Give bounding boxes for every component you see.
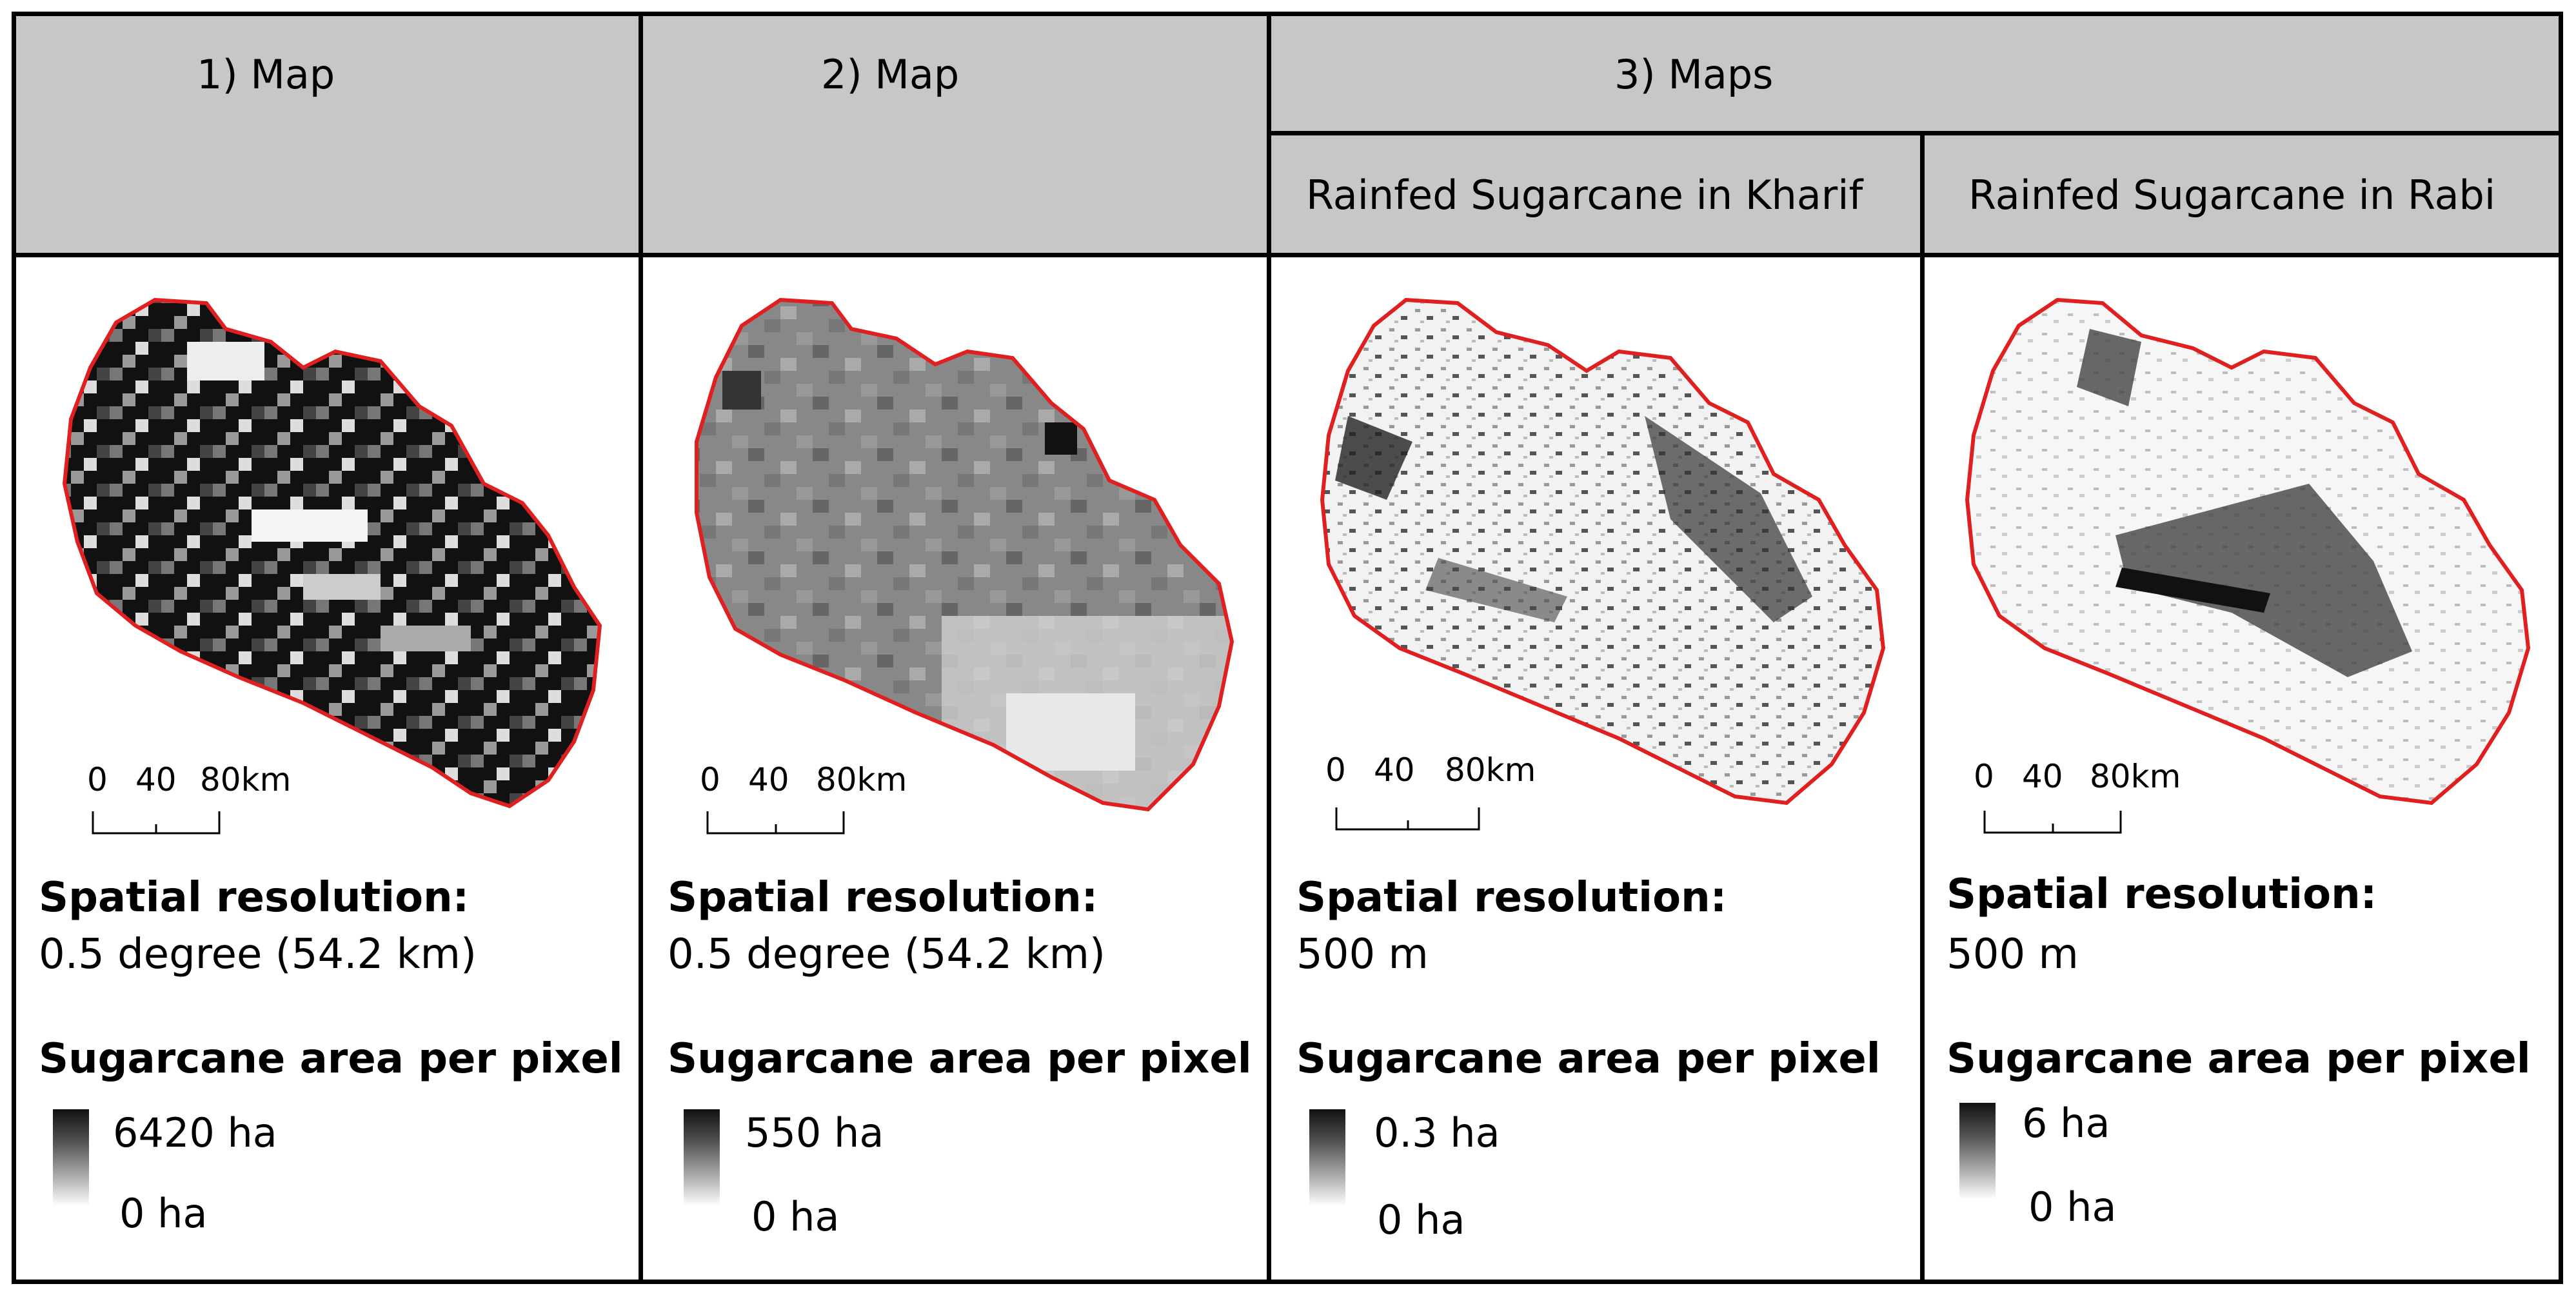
legend-max: 6420 ha: [113, 1109, 277, 1156]
resolution-value: 0.5 degree (54.2 km): [668, 931, 1105, 978]
resolution-value: 0.5 degree (54.2 km): [39, 931, 477, 978]
area-title: Sugarcane area per pixel: [1296, 1035, 1881, 1083]
grid-top: [12, 12, 2563, 16]
grid-left: [12, 12, 16, 1284]
scale-bar: [92, 811, 221, 835]
resolution-title: Spatial resolution:: [39, 874, 470, 922]
legend-max: 6 ha: [2022, 1100, 2110, 1147]
area-title: Sugarcane area per pixel: [39, 1035, 623, 1083]
header-col2: 2) Map: [821, 51, 960, 98]
header-sub-rabi: Rainfed Sugarcane in Rabi: [1968, 172, 2496, 219]
scale-label-80km: 80km: [200, 761, 292, 798]
map-panel-4: [1965, 297, 2531, 806]
scale-label-0: 0: [1325, 751, 1346, 789]
grid-kharif-rabi: [1920, 131, 1925, 1284]
resolution-title: Spatial resolution:: [1296, 874, 1727, 922]
map-panel-1: [62, 297, 602, 809]
header-col3: 3) Maps: [1614, 51, 1774, 98]
scale-bar: [706, 811, 845, 835]
area-title: Sugarcane area per pixel: [668, 1035, 1252, 1083]
grid-col1-col2: [639, 12, 643, 1284]
scale-label-40: 40: [135, 761, 177, 798]
legend-gradient: [53, 1109, 89, 1206]
legend-max: 0.3 ha: [1374, 1109, 1500, 1156]
scale-label-0: 0: [700, 761, 720, 798]
map-panel-3: [1320, 297, 1886, 806]
grid-header-bottom: [12, 253, 2563, 257]
header-bg-col2: [640, 14, 1269, 254]
resolution-title: Spatial resolution:: [1947, 871, 2377, 918]
legend-min: 0 ha: [2028, 1183, 2117, 1231]
scale-label-0: 0: [87, 761, 108, 798]
grid-sub-divider: [1267, 131, 2563, 135]
resolution-value: 500 m: [1947, 931, 2079, 978]
resolution-title: Spatial resolution:: [668, 874, 1098, 922]
header-bg-col1: [14, 14, 640, 254]
scale-label-40: 40: [1374, 751, 1415, 789]
legend-min: 0 ha: [119, 1190, 208, 1237]
resolution-value: 500 m: [1296, 931, 1429, 978]
legend-max: 550 ha: [745, 1109, 884, 1156]
grid-right: [2559, 12, 2563, 1284]
legend-gradient: [1309, 1109, 1345, 1206]
area-title: Sugarcane area per pixel: [1947, 1035, 2531, 1083]
legend-min: 0 ha: [1377, 1196, 1465, 1243]
scale-label-80km: 80km: [1445, 751, 1536, 789]
map-panel-2: [695, 297, 1234, 812]
scale-label-80km: 80km: [816, 761, 907, 798]
scale-label-40: 40: [748, 761, 789, 798]
header-col1: 1) Map: [197, 51, 335, 98]
scale-label-80km: 80km: [2090, 758, 2181, 795]
header-sub-kharif: Rainfed Sugarcane in Kharif: [1306, 172, 1863, 219]
grid-bottom: [12, 1280, 2563, 1284]
legend-gradient: [1959, 1103, 1996, 1200]
legend-min: 0 ha: [751, 1193, 840, 1240]
grid-col2-col3: [1267, 12, 1271, 1284]
scale-label-40: 40: [2022, 758, 2063, 795]
scale-bar: [1335, 807, 1480, 831]
scale-label-0: 0: [1974, 758, 1994, 795]
legend-gradient: [684, 1109, 720, 1206]
scale-bar: [1983, 811, 2122, 834]
